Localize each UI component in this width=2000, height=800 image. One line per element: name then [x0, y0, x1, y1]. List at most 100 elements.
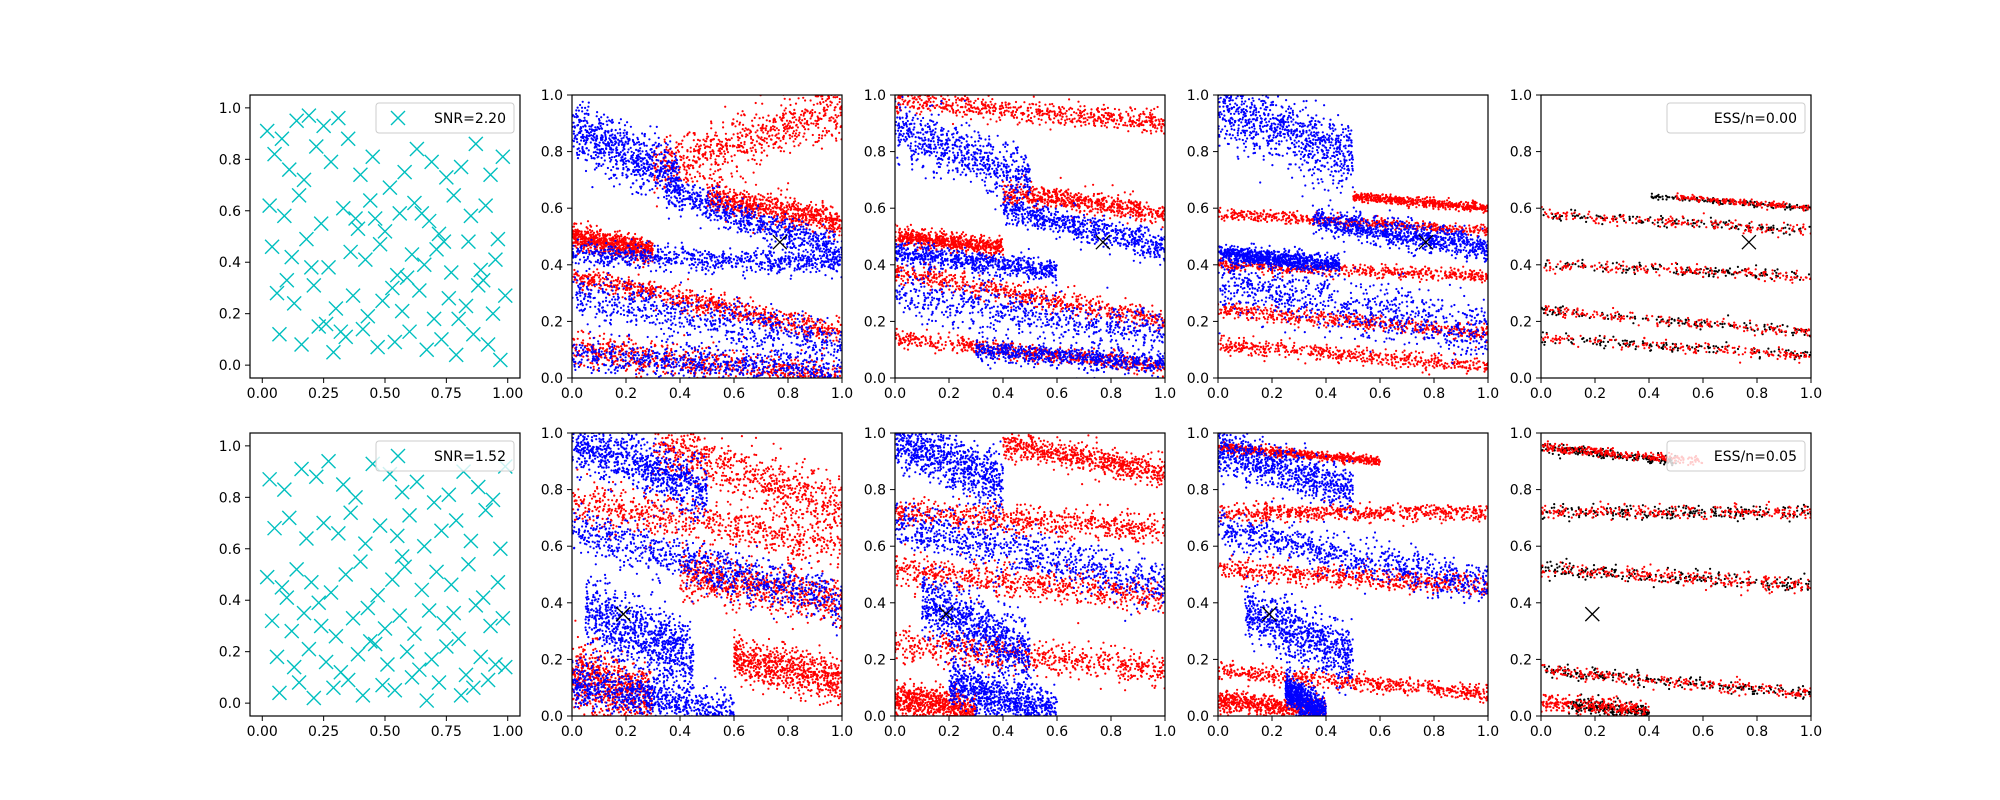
sample-point [706, 135, 709, 138]
sample-point [608, 233, 612, 236]
sample-point [788, 125, 792, 128]
sample-point [595, 224, 598, 227]
plot-area [572, 86, 842, 401]
sample-point [588, 125, 591, 128]
sample-point [602, 163, 605, 166]
sample-point [810, 326, 813, 330]
sample-point [750, 373, 753, 376]
sensor-marker [490, 231, 506, 247]
sensor-marker [465, 326, 481, 342]
sample-point [686, 312, 689, 315]
sample-point [799, 237, 802, 240]
sample-point [617, 142, 620, 145]
sample-point [598, 141, 601, 144]
sample-point [616, 132, 619, 135]
sample-point [754, 201, 758, 204]
sample-point [596, 151, 599, 154]
sample-point [702, 358, 705, 362]
sample-point [583, 116, 586, 119]
sample-point [628, 237, 631, 240]
sample-point [612, 174, 616, 177]
sample-point [839, 86, 841, 88]
sample-point [612, 279, 615, 282]
sample-point [579, 364, 582, 367]
sample-point [838, 253, 841, 256]
sample-point [739, 210, 742, 213]
sample-point [738, 360, 741, 363]
sample-point [608, 237, 611, 240]
sample-point [679, 193, 682, 196]
sample-point [585, 120, 588, 123]
sample-point [659, 166, 663, 169]
sample-point [635, 168, 639, 171]
sample-point [799, 225, 803, 228]
sample-point [610, 158, 613, 161]
sample-point [751, 158, 754, 161]
sample-point [583, 274, 587, 277]
sample-point [649, 125, 652, 128]
sample-point [795, 129, 798, 132]
sample-point [593, 240, 596, 243]
sample-point [674, 146, 677, 149]
sample-point [753, 216, 756, 219]
sample-point [724, 216, 728, 220]
sample-point [773, 142, 776, 145]
sample-point [701, 298, 704, 301]
sample-point [760, 219, 763, 222]
x-tick-label: 0.75 [431, 386, 462, 402]
sample-point [797, 134, 801, 137]
sample-point [783, 326, 787, 329]
sample-point [587, 332, 590, 335]
sample-point [587, 105, 590, 108]
sample-point [599, 124, 602, 128]
sample-point [767, 130, 770, 133]
sample-point [599, 229, 602, 232]
sample-point [598, 152, 601, 155]
sample-point [682, 190, 685, 194]
sample-point [814, 231, 817, 234]
sample-point [707, 362, 711, 365]
sample-point [789, 379, 791, 381]
sample-point [687, 278, 690, 281]
sample-point [775, 114, 778, 117]
sample-point [743, 193, 746, 197]
sample-point [623, 158, 626, 161]
sample-point [802, 399, 804, 401]
sample-point [660, 152, 663, 156]
sample-point [615, 141, 618, 144]
sample-point [645, 169, 648, 173]
sample-point [616, 238, 619, 241]
sample-point [606, 166, 610, 170]
sensor-marker [404, 247, 420, 263]
sample-point [736, 112, 740, 115]
sample-point [576, 133, 579, 136]
sample-point [675, 176, 678, 179]
sample-point [685, 181, 688, 184]
sample-point [681, 146, 684, 149]
sample-point [772, 119, 775, 122]
sample-point [743, 129, 746, 132]
sample-point [722, 190, 725, 193]
sample-point [743, 189, 746, 192]
sample-point [759, 322, 762, 325]
sample-point [631, 192, 634, 196]
sample-point [831, 217, 835, 220]
sample-point [606, 273, 609, 277]
sample-point [635, 191, 638, 194]
sensor-marker [262, 198, 278, 214]
sample-point [773, 205, 776, 208]
sample-point [696, 170, 699, 173]
sample-point [738, 204, 741, 207]
sample-point [659, 160, 663, 163]
sample-point [658, 170, 661, 173]
sample-point [616, 288, 619, 291]
sample-point [652, 286, 655, 289]
sensor-marker [289, 113, 305, 129]
sample-point [712, 200, 716, 203]
sensor-marker [495, 149, 511, 165]
sample-point [740, 302, 744, 305]
sample-point [829, 119, 832, 122]
sample-point [775, 365, 778, 368]
sample-point [620, 233, 623, 236]
sample-point [715, 306, 718, 309]
